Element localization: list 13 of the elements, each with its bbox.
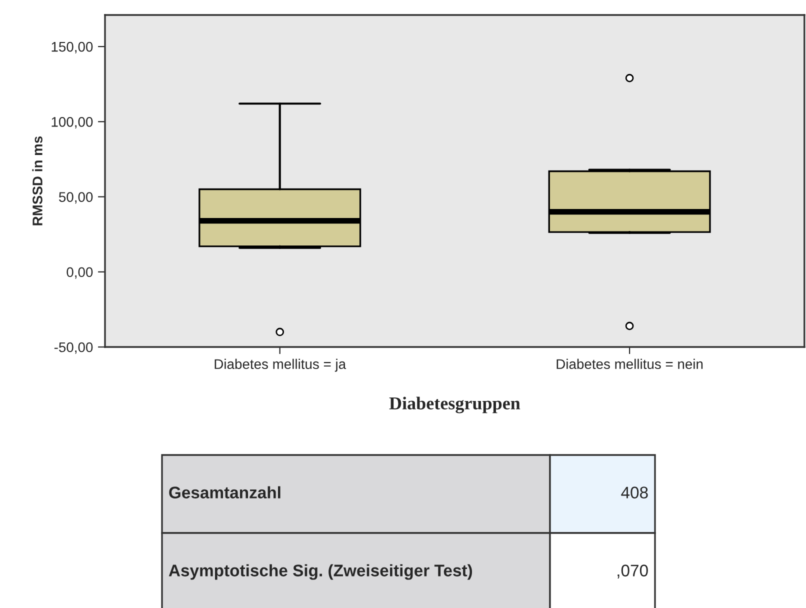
text: Asymptotische Sig. (Zweiseitiger Test) bbox=[168, 564, 472, 580]
y-tick-label: 100,00 bbox=[52, 116, 93, 128]
text: Gesamtanzahl bbox=[169, 486, 280, 498]
y-tick-label: 150,00 bbox=[52, 42, 93, 54]
x-tick-label: Diabetes mellitus = ja bbox=[214, 358, 346, 372]
text: ,070 bbox=[618, 564, 648, 578]
x-axis-title: Diabetesgruppen bbox=[389, 396, 520, 414]
y-tick-label: 0,00 bbox=[66, 267, 93, 279]
y-tick-label: 50,00 bbox=[58, 192, 93, 204]
y-tick-label: -50,00 bbox=[54, 342, 93, 354]
y-axis-title: RMSSD in ms bbox=[32, 136, 42, 226]
text: 408 bbox=[621, 486, 648, 498]
x-tick-label: Diabetes mellitus = nein bbox=[556, 358, 703, 370]
